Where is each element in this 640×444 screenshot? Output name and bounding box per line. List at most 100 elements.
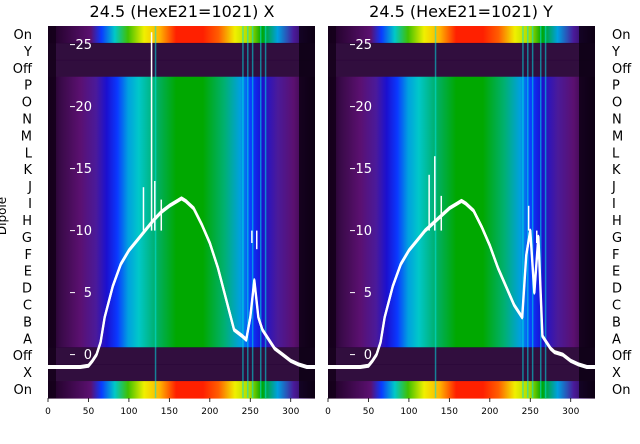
dipole-label-right: A	[612, 332, 621, 347]
y-tick-label: 5	[364, 286, 372, 301]
dipole-label-right: M	[612, 129, 623, 144]
dipole-label-left: O	[22, 96, 32, 111]
x-tick-label: 0	[45, 407, 51, 417]
dipole-label-left: P	[24, 79, 32, 94]
y-tick-label: 20	[75, 100, 92, 115]
y-tick-label: 25	[355, 38, 372, 53]
x-tick-label: 50	[83, 407, 95, 417]
x-tick-label: 200	[201, 407, 218, 417]
dipole-label-left: K	[23, 163, 32, 178]
chart-title-y: 24.5 (HexE21=1021) Y	[369, 2, 553, 21]
heatmap-streak	[242, 26, 244, 398]
heatmap-row-off	[328, 59, 595, 78]
dipole-label-right: Y	[611, 45, 620, 60]
dipole-label-right: O	[612, 96, 622, 111]
dipole-label-left: J	[27, 180, 32, 195]
heatmap-row-b	[48, 313, 315, 331]
dipole-label-left: A	[23, 332, 32, 347]
heatmap-row-m	[328, 127, 595, 145]
dipole-label-left: L	[25, 146, 33, 161]
dipole-label-left: D	[22, 282, 32, 297]
heatmap-row-p	[328, 76, 595, 95]
y-tick-label: 0	[364, 348, 372, 363]
dipole-label-left: G	[22, 231, 32, 246]
y-tick-label: 10	[75, 224, 92, 239]
dipole-label-right: D	[612, 282, 622, 297]
heatmap-row-p	[48, 76, 315, 95]
x-tick-label: 0	[325, 407, 331, 417]
dipole-label-left: Y	[23, 45, 32, 60]
y-tick-label: 15	[75, 162, 92, 177]
heatmap-streak	[544, 26, 547, 398]
x-tick-label: 200	[481, 407, 498, 417]
trace-line-main	[48, 197, 315, 369]
dipole-label-right: F	[612, 248, 619, 263]
heatmap-row-a	[48, 330, 315, 348]
dipole-label-left: X	[23, 366, 32, 381]
y-tick-label: 0	[84, 348, 92, 363]
y-tick-label: 15	[355, 162, 372, 177]
y-tick-label: 10	[355, 224, 372, 239]
dipole-label-right: Off	[612, 62, 632, 77]
heatmap-row-l	[48, 144, 315, 162]
chart-title-x: 24.5 (HexE21=1021) X	[90, 2, 275, 21]
heatmap-streak	[527, 26, 529, 398]
heatmap-streak	[264, 26, 267, 398]
y-tick-label: 20	[355, 100, 372, 115]
heatmap-streak	[539, 26, 542, 398]
x-tick-label: 100	[400, 407, 417, 417]
dipole-label-left: E	[24, 265, 32, 280]
x-tick-label: 300	[562, 407, 579, 417]
dipole-label-right: K	[612, 163, 621, 178]
heatmap-streak	[531, 26, 534, 398]
dipole-label-left: M	[21, 129, 32, 144]
heatmap-row-j	[328, 178, 595, 196]
x-tick-label: 250	[522, 407, 539, 417]
heatmap-row-l	[328, 144, 595, 162]
dipole-label-left: B	[23, 315, 32, 330]
heatmap-row-on	[48, 381, 315, 399]
heatmap-row-m	[48, 127, 315, 145]
dipole-label-right: I	[612, 197, 616, 212]
heatmap-row-e	[328, 262, 595, 281]
heatmap-row-f	[328, 245, 595, 264]
dipole-label-left: On	[14, 28, 32, 43]
dipole-label-right: N	[612, 113, 622, 128]
heatmap-streak	[522, 26, 524, 398]
heatmap-row-e	[48, 262, 315, 281]
x-tick-label: 250	[242, 407, 259, 417]
y-tick-label: 25	[75, 38, 92, 53]
dipole-label-right: E	[612, 265, 620, 280]
dipole-label-left: F	[25, 248, 32, 263]
heatmap-row-on	[328, 381, 595, 399]
dipole-label-right: X	[612, 366, 621, 381]
heatmap-edge-left	[328, 26, 336, 398]
heatmap-row-j	[48, 178, 315, 196]
trace-line-main	[328, 199, 595, 369]
x-tick-label: 150	[161, 407, 178, 417]
dipole-label-left: Off	[13, 349, 33, 364]
x-tick-label: 50	[363, 407, 375, 417]
dipole-label-right: L	[612, 146, 620, 161]
heatmap-row-off	[48, 59, 315, 78]
dipole-label-right: On	[612, 383, 630, 398]
dipole-label-left: N	[22, 113, 32, 128]
dipole-label-right: B	[612, 315, 621, 330]
dipole-label-right: C	[612, 299, 621, 314]
dipole-label-left: C	[23, 299, 32, 314]
dipole-label-right: On	[612, 28, 630, 43]
heatmap-edge-left	[48, 26, 56, 398]
heatmap-streak	[247, 26, 249, 398]
heatmap-edge-right	[579, 26, 595, 398]
dipole-label-left: I	[28, 197, 32, 212]
x-tick-label: 100	[120, 407, 137, 417]
dipole-label-left: Off	[13, 62, 33, 77]
dipole-label-right: J	[611, 180, 616, 195]
heatmap-row-f	[48, 245, 315, 264]
